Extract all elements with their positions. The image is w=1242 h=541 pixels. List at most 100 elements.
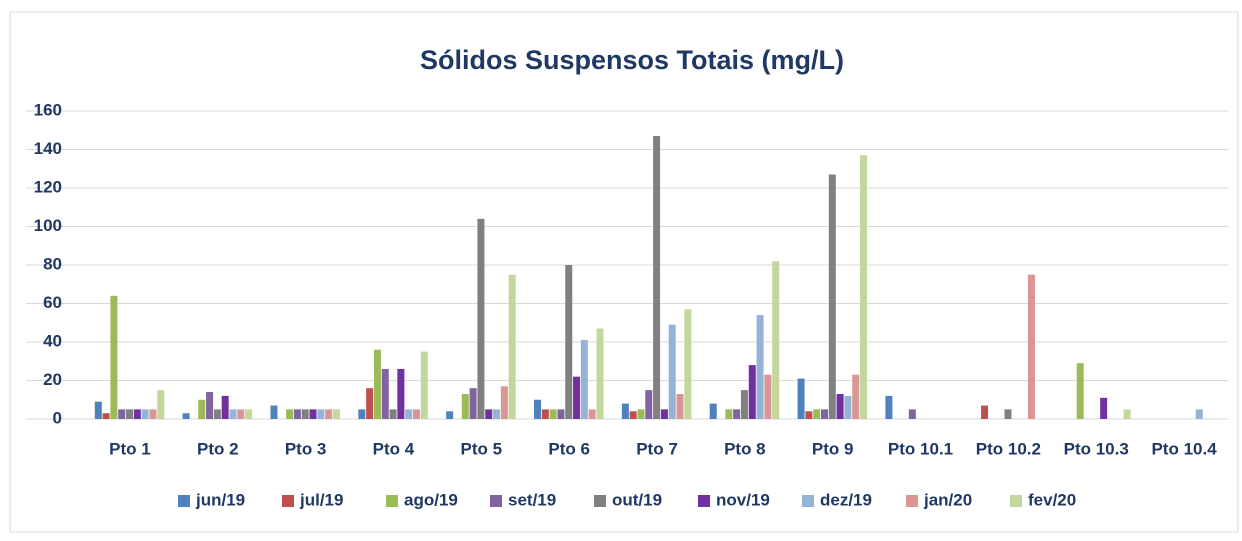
bar: [405, 409, 413, 419]
bar: [653, 136, 661, 419]
bar: [461, 393, 469, 419]
y-tick-label: 120: [34, 177, 62, 196]
bar: [1076, 363, 1084, 419]
y-tick-label: 100: [34, 216, 62, 235]
legend-label: jul/19: [299, 490, 343, 509]
bar: [820, 409, 828, 419]
bar: [325, 409, 333, 419]
legend-swatch: [698, 495, 710, 507]
bar: [133, 409, 141, 419]
y-tick-label: 20: [43, 370, 62, 389]
bar: [596, 328, 604, 419]
legend-swatch: [178, 495, 190, 507]
legend-label: out/19: [612, 490, 662, 509]
bar: [206, 392, 214, 419]
y-tick-label: 0: [53, 408, 62, 427]
x-tick-label: Pto 6: [548, 439, 590, 458]
chart-border: [9, 11, 1239, 533]
bar: [573, 376, 581, 419]
bar: [645, 390, 653, 419]
bar: [860, 155, 868, 419]
x-tick-label: Pto 4: [373, 439, 415, 458]
bar: [221, 395, 229, 419]
legend-swatch: [802, 495, 814, 507]
bar: [588, 409, 596, 419]
bar: [813, 409, 821, 419]
bar: [629, 411, 637, 419]
bar: [149, 409, 157, 419]
bar: [182, 413, 190, 419]
legend-label: jan/20: [923, 490, 972, 509]
bar: [885, 395, 893, 419]
bar: [797, 378, 805, 419]
x-tick-label: Pto 10.4: [1151, 439, 1217, 458]
bar: [397, 368, 405, 419]
bar: [637, 409, 645, 419]
bar: [908, 409, 916, 419]
bar: [844, 395, 852, 419]
bar: [245, 409, 253, 419]
legend-label: set/19: [508, 490, 556, 509]
legend-swatch: [1010, 495, 1022, 507]
y-tick-label: 160: [34, 100, 62, 119]
bar: [805, 411, 813, 419]
bar: [213, 409, 221, 419]
bar: [1100, 397, 1108, 419]
bar: [237, 409, 245, 419]
x-tick-label: Pto 10.2: [976, 439, 1041, 458]
bar: [157, 390, 165, 419]
y-tick-label: 40: [43, 331, 62, 350]
bar: [389, 409, 397, 419]
bar: [309, 409, 317, 419]
bar: [1027, 274, 1035, 419]
bar: [748, 365, 756, 419]
bar: [270, 405, 278, 419]
bar: [358, 409, 366, 419]
legend-swatch: [594, 495, 606, 507]
legend-label: fev/20: [1028, 490, 1076, 509]
x-tick-label: Pto 10.1: [888, 439, 953, 458]
x-tick-label: Pto 9: [812, 439, 854, 458]
bar: [565, 265, 573, 419]
legend-label: dez/19: [820, 490, 872, 509]
bar: [733, 409, 741, 419]
chart-title: Sólidos Suspensos Totais (mg/L): [420, 45, 844, 75]
x-tick-label: Pto 1: [109, 439, 151, 458]
bar: [141, 409, 149, 419]
bar: [373, 349, 381, 419]
bar: [420, 351, 428, 419]
bar: [118, 409, 126, 419]
bar: [828, 174, 836, 419]
legend-label: ago/19: [404, 490, 458, 509]
bar: [725, 409, 733, 419]
x-tick-label: Pto 8: [724, 439, 766, 458]
x-tick-label: Pto 2: [197, 439, 239, 458]
x-tick-label: Pto 5: [461, 439, 503, 458]
bar: [1004, 409, 1012, 419]
bar: [493, 409, 501, 419]
bar: [508, 274, 516, 419]
bar: [580, 340, 588, 419]
bar: [836, 393, 844, 419]
bar: [684, 309, 692, 419]
bar: [549, 409, 557, 419]
bar: [709, 403, 717, 419]
bar: [500, 386, 508, 419]
x-tick-label: Pto 7: [636, 439, 678, 458]
bar: [332, 409, 340, 419]
bar: [317, 409, 325, 419]
bar: [1195, 409, 1203, 419]
bar: [764, 374, 772, 419]
bar: [229, 409, 237, 419]
bar: [469, 388, 477, 419]
bar: [852, 374, 860, 419]
bar: [366, 388, 374, 419]
bar: [110, 295, 118, 419]
bar: [286, 409, 294, 419]
bar: [1123, 409, 1131, 419]
bar: [102, 413, 110, 419]
legend-swatch: [906, 495, 918, 507]
bar: [381, 368, 389, 419]
bar: [126, 409, 134, 419]
